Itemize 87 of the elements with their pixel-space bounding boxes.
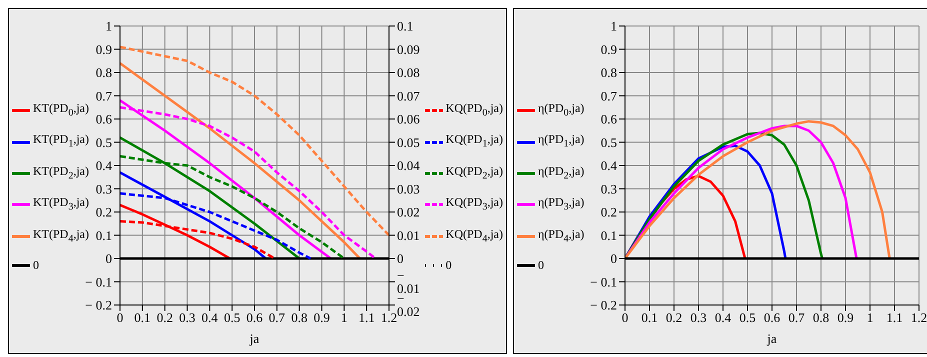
y-tick-label: 1 bbox=[106, 18, 112, 34]
y-tick-label: 0.7 bbox=[600, 88, 618, 104]
x-tick-label: 0 bbox=[116, 310, 124, 326]
legend-label: η(PD$_{3}$,ja) bbox=[538, 195, 584, 215]
y2-tick-label: 0.01 bbox=[397, 228, 420, 243]
x-tick-label: 0.9 bbox=[837, 310, 854, 326]
y2-tick-label: − 0.01 bbox=[397, 268, 420, 296]
x-tick-label: 1.2 bbox=[910, 310, 927, 326]
x-tick-label: 0.8 bbox=[291, 310, 308, 326]
x-tick-label: 1 bbox=[340, 310, 348, 326]
y-tick-label: 0.6 bbox=[96, 112, 112, 127]
line-series bbox=[120, 62, 362, 260]
y2-tick-label: 0.1 bbox=[397, 18, 414, 34]
legend-label: KT(PD$_{3}$,ja) bbox=[33, 195, 89, 215]
y-tick-label: 0.4 bbox=[600, 158, 618, 174]
y-tick-label: 0.9 bbox=[96, 42, 112, 57]
x-tick-label: 0.9 bbox=[314, 310, 330, 326]
legend-label: KT(PD$_{0}$,ja) bbox=[33, 101, 89, 120]
legend-label: η(PD$_{4}$,ja) bbox=[538, 226, 584, 246]
legend-label: KT(PD$_{4}$,ja) bbox=[33, 226, 89, 246]
y-tick-label: − 0.2 bbox=[590, 298, 617, 313]
y-tick-label: 0.7 bbox=[96, 88, 112, 104]
y-tick-label: 0.5 bbox=[96, 134, 112, 150]
legend-label: KQ(PD$_{2}$,ja) bbox=[446, 164, 503, 184]
legend-label: KT(PD$_{2}$,ja) bbox=[33, 164, 89, 184]
y-tick-label: 0.1 bbox=[96, 228, 112, 243]
y-tick-label: 0 bbox=[106, 251, 112, 266]
legend-label: η(PD$_{0}$,ja) bbox=[538, 101, 584, 120]
x-tick-label: 0.3 bbox=[690, 310, 707, 326]
y2-tick-label: 0.02 bbox=[397, 204, 420, 220]
x-tick-label: 0.8 bbox=[812, 310, 830, 326]
y-tick-label: 0.8 bbox=[96, 65, 112, 80]
x-tick-label: 0.3 bbox=[179, 310, 196, 326]
y2-tick-label: 0.04 bbox=[397, 158, 420, 174]
x-tick-label: 0.1 bbox=[641, 310, 658, 326]
x-tick-label: 0.1 bbox=[134, 310, 151, 326]
x-tick-label: 1.2 bbox=[380, 310, 398, 326]
x-tick-label: 0.5 bbox=[739, 310, 756, 326]
legend-label: 0 bbox=[33, 258, 39, 273]
x-tick-label: 1.1 bbox=[886, 310, 903, 326]
x-tick-label: 0.7 bbox=[788, 310, 806, 326]
y-tick-label: 0.8 bbox=[600, 65, 617, 80]
y2-tick-label: 0.07 bbox=[397, 88, 420, 104]
y-tick-label: 0.1 bbox=[600, 228, 617, 243]
x-tick-label: 0.2 bbox=[156, 310, 173, 326]
legend-label: η(PD$_{1}$,ja) bbox=[538, 132, 584, 152]
legend-label: KT(PD$_{1}$,ja) bbox=[33, 132, 89, 152]
y-tick-label: − 0.1 bbox=[590, 274, 617, 290]
y-tick-label: 0.5 bbox=[600, 134, 617, 150]
legend-label: 0 bbox=[538, 258, 544, 273]
y-tick-label: 0 bbox=[610, 251, 617, 266]
x-tick-label: 0.5 bbox=[224, 310, 240, 326]
legend-label: KQ(PD$_{3}$,ja) bbox=[446, 195, 503, 215]
line-series bbox=[625, 120, 891, 260]
line-series bbox=[120, 46, 389, 236]
x-tick-label: 1 bbox=[866, 310, 874, 326]
y2-tick-label: 0.06 bbox=[397, 112, 420, 127]
x-tick-label: 0.7 bbox=[268, 310, 286, 326]
legend-label: KQ(PD$_{1}$,ja) bbox=[446, 132, 503, 152]
x-axis-title: ja bbox=[766, 331, 777, 346]
y-tick-label: 0.9 bbox=[600, 42, 617, 57]
y2-tick-label: 0.09 bbox=[397, 42, 420, 57]
legend-label: KQ(PD$_{4}$,ja) bbox=[446, 226, 503, 246]
y2-tick-label: 0 bbox=[397, 251, 404, 266]
x-axis-title: ja bbox=[248, 331, 260, 346]
x-tick-label: 0.4 bbox=[202, 310, 218, 326]
x-tick-label: 0.6 bbox=[764, 310, 781, 326]
legend-label: η(PD$_{2}$,ja) bbox=[538, 164, 584, 184]
y-tick-label: − 0.1 bbox=[85, 274, 112, 290]
legend-label: 0 bbox=[446, 258, 452, 273]
x-tick-label: 0 bbox=[622, 310, 628, 326]
y-tick-label: 0.2 bbox=[600, 204, 617, 220]
x-tick-label: 0.2 bbox=[666, 310, 682, 326]
x-tick-label: 0.4 bbox=[714, 310, 732, 326]
y-tick-label: − 0.2 bbox=[85, 298, 112, 313]
y-tick-label: 0.4 bbox=[96, 158, 112, 174]
legend-label: KQ(PD$_{0}$,ja) bbox=[446, 101, 503, 120]
y-tick-label: 1 bbox=[610, 18, 617, 34]
y-tick-label: 0.2 bbox=[96, 204, 112, 220]
y-tick-label: 0.3 bbox=[96, 181, 112, 196]
y2-tick-label: 0.05 bbox=[397, 134, 420, 150]
y-tick-label: 0.3 bbox=[600, 181, 617, 196]
y2-tick-label: 0.03 bbox=[397, 181, 420, 196]
y-tick-label: 0.6 bbox=[600, 112, 618, 127]
x-tick-label: 0.6 bbox=[246, 310, 264, 326]
y2-tick-label: 0.08 bbox=[397, 65, 420, 80]
x-tick-label: 1.1 bbox=[358, 310, 375, 326]
